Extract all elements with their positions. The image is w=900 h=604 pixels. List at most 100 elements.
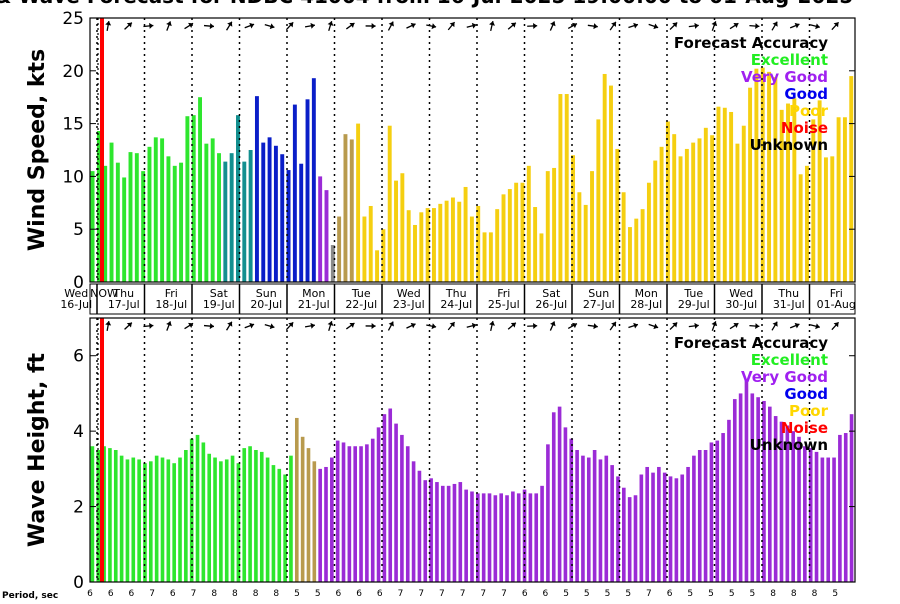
wave-bar [447, 486, 451, 582]
wind-ylabel: Wind Speed, kts [25, 49, 50, 251]
wave-bar [324, 467, 328, 582]
wave-bar [499, 493, 503, 582]
wave-bar [797, 437, 801, 582]
wind-bar [615, 149, 619, 282]
wave-bar [464, 490, 468, 582]
wave-bar [231, 456, 235, 582]
wind-bar [830, 156, 834, 282]
day-label-strip: Wed16-JulThu17-JulFri18-JulSat19-JulSun2… [60, 284, 856, 314]
period-value: 5 [708, 589, 714, 599]
wind-bar [325, 190, 329, 282]
wind-bar [356, 124, 360, 282]
wave-bar [126, 459, 130, 582]
wave-bar [575, 450, 579, 582]
wind-ytick-label: 15 [62, 115, 84, 135]
period-value: 5 [687, 589, 693, 599]
wind-ytick-label: 20 [62, 62, 84, 82]
wind-bar [445, 201, 449, 282]
wave-bar [686, 467, 690, 582]
wave-bar [260, 452, 264, 582]
wind-bar [837, 117, 841, 282]
wave-bar [733, 399, 737, 582]
wave-bar [587, 458, 591, 582]
wind-bar [242, 162, 246, 282]
wind-bar [413, 225, 417, 282]
wind-bar [489, 232, 493, 282]
wave-bar [412, 461, 416, 582]
wave-bar [657, 467, 661, 582]
wave-bar [815, 452, 819, 582]
wind-bar [211, 138, 215, 282]
period-value: 6 [170, 589, 176, 599]
wind-bar [154, 137, 158, 282]
wave-bar [336, 441, 340, 582]
wave-bar [494, 495, 498, 582]
legend-title: Forecast Accuracy [674, 34, 828, 52]
wind-bar [805, 166, 809, 282]
wave-bar [534, 493, 538, 582]
wave-bar [161, 458, 165, 582]
wave-bar [178, 458, 182, 582]
period-value: 8 [791, 589, 797, 599]
wind-bar [527, 166, 531, 282]
wind-bar [508, 189, 512, 282]
day-label-date: 22-Jul [345, 298, 377, 311]
wave-bar [353, 446, 357, 582]
legend-entry-excellent: Excellent [751, 351, 828, 369]
wave-bar [750, 393, 754, 582]
wind-bar [306, 99, 310, 282]
wind-ytick-label: 5 [73, 220, 84, 240]
wave-bar [604, 456, 608, 582]
day-label-date: 25-Jul [488, 298, 520, 311]
wave-bar [400, 435, 404, 582]
wind-bar [116, 163, 120, 282]
wind-bar [603, 74, 607, 282]
wind-bar [293, 105, 297, 282]
wave-bar [645, 467, 649, 582]
wind-bar [634, 219, 638, 282]
wind-bar [691, 143, 695, 282]
wind-bar [647, 183, 651, 282]
wind-bar [419, 212, 423, 282]
wind-bar [584, 205, 588, 282]
period-value: 8 [253, 589, 259, 599]
wind-bar [470, 217, 474, 282]
period-value: 6 [356, 589, 362, 599]
wave-bar [692, 456, 696, 582]
period-value: 5 [584, 589, 590, 599]
legend-entry-noise: Noise [781, 119, 828, 137]
wind-bar [729, 112, 733, 282]
wind-bar [318, 176, 322, 282]
wave-bar [365, 444, 369, 582]
wind-bar [641, 209, 645, 282]
period-value: 7 [460, 589, 466, 599]
wave-bar [704, 450, 708, 582]
wave-bar [272, 465, 276, 582]
wind-bar [337, 217, 341, 282]
legend-entry-unknown: Unknown [750, 436, 828, 454]
wave-bar [470, 491, 474, 582]
wave-bar [628, 497, 632, 582]
wave-bar [622, 488, 626, 582]
wave-bar [745, 380, 749, 582]
wind-bar [280, 154, 284, 282]
wave-bar [850, 414, 854, 582]
period-value: 5 [315, 589, 321, 599]
wind-bar [129, 152, 133, 282]
wave-bar [348, 446, 352, 582]
now-label: NOW [90, 287, 118, 300]
wave-bar [511, 491, 515, 582]
wind-bar [255, 96, 259, 282]
period-label: Period, sec [2, 591, 58, 600]
wind-bar [438, 204, 442, 282]
legend-entry-unknown: Unknown [750, 136, 828, 154]
period-value: 8 [211, 589, 217, 599]
wave-bar [423, 480, 427, 582]
wave-bar [663, 473, 667, 582]
wind-bar [533, 207, 537, 282]
wave-bar [651, 473, 655, 582]
wave-bar [313, 461, 317, 582]
wave-bar [114, 450, 118, 582]
legend-entry-noise: Noise [781, 419, 828, 437]
wind-bar [148, 147, 152, 282]
